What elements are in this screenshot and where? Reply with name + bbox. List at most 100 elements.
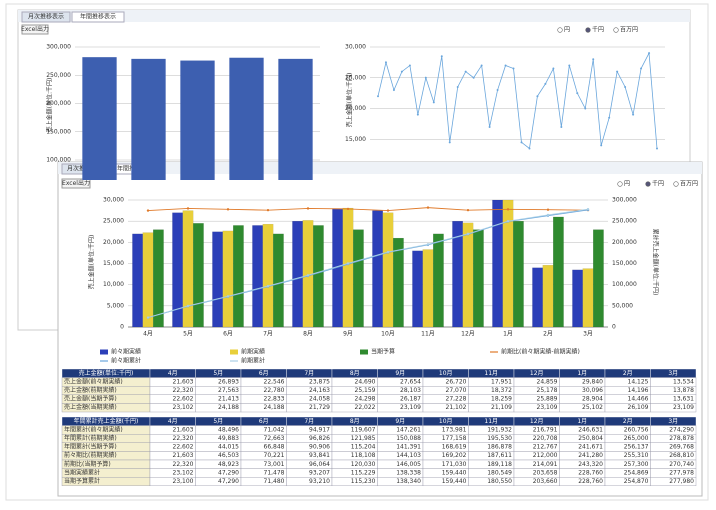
table-cell-text: 255,310 — [624, 452, 649, 459]
button-label[interactable]: Excel出力 — [21, 25, 49, 33]
radio-label[interactable]: 百万円 — [620, 27, 638, 34]
x-tick-label: 9月 — [343, 331, 353, 338]
table-cell-text: 96,826 — [309, 435, 330, 442]
radio-label[interactable]: 千円 — [652, 180, 664, 188]
radio[interactable] — [617, 181, 623, 187]
radio-label[interactable]: 円 — [564, 27, 570, 34]
point — [544, 82, 547, 85]
point — [424, 76, 427, 79]
legend-swatch — [360, 349, 368, 355]
point — [584, 107, 587, 110]
table-cell-text: 当期実績累計 — [64, 468, 100, 476]
table-cell-text: 24,058 — [309, 396, 330, 403]
radio-label[interactable]: 円 — [624, 181, 630, 188]
table-header: 売上金額(単位:千円) — [79, 369, 134, 377]
x-tick-label: 3月 — [583, 331, 593, 338]
table-cell-text: 115,229 — [351, 469, 376, 476]
point — [186, 207, 190, 210]
table-header: 6月 — [259, 370, 269, 377]
table-cell-text: 当期予算累計 — [64, 477, 100, 485]
point — [466, 232, 470, 236]
x-tick-label: 7月 — [263, 331, 273, 338]
table-cell-text: 44,015 — [218, 444, 239, 451]
bar — [278, 58, 313, 180]
table-cell-text: 144,103 — [396, 452, 421, 459]
x-tick-label: 10月 — [381, 331, 395, 338]
y-tick-label: 50,000 — [612, 302, 633, 309]
table-cell-text: 27,563 — [218, 387, 239, 394]
bar — [412, 250, 423, 328]
table-cell-text: 26,893 — [218, 378, 239, 385]
table-cell-text: 270,740 — [669, 461, 694, 468]
radio[interactable] — [613, 27, 619, 33]
radio-label[interactable]: 百万円 — [680, 181, 698, 188]
table-cell-text: 13,631 — [673, 396, 694, 403]
table-cell-text: 256,137 — [624, 444, 649, 451]
point — [528, 147, 531, 150]
table-cell-text: 23,875 — [309, 378, 330, 385]
point — [306, 274, 310, 277]
table-cell-text: 23,102 — [173, 404, 194, 411]
point — [496, 89, 499, 92]
point — [266, 284, 270, 288]
y-tick-label: 100,000 — [612, 281, 637, 288]
table-header: 11月 — [484, 418, 498, 425]
table-cell-text: 173,981 — [442, 426, 467, 433]
table-cell-text: 48,496 — [218, 426, 239, 433]
table-cell-text: 21,729 — [309, 404, 330, 411]
table-header: 年間累計売上金額(千円) — [74, 417, 139, 425]
table-cell-text: 28,904 — [582, 396, 603, 403]
table-cell-text: 18,372 — [491, 387, 512, 394]
radio[interactable] — [557, 27, 563, 33]
table-cell-text: 212,000 — [533, 452, 558, 459]
table-cell-text: 203,658 — [533, 469, 558, 476]
table-cell-text: 21,102 — [446, 404, 467, 411]
y-tick-label: 30,000 — [103, 197, 124, 204]
line — [377, 51, 658, 150]
radio[interactable] — [645, 181, 651, 187]
point — [624, 85, 627, 88]
y-tick-label: 250,000 — [612, 218, 637, 225]
legend-swatch — [230, 349, 238, 355]
table-cell-text: 180,550 — [487, 478, 512, 485]
table-header: 3月 — [668, 370, 678, 377]
table-cell-text: 241,671 — [578, 444, 603, 451]
table-header: 4月 — [168, 370, 178, 377]
radio-label[interactable]: 千円 — [592, 26, 604, 34]
tab[interactable] — [21, 11, 71, 23]
point — [186, 304, 190, 308]
bar — [492, 199, 503, 328]
table-cell-text: 13,878 — [673, 387, 694, 394]
table-cell-text: 274,290 — [669, 426, 694, 433]
point — [440, 55, 443, 58]
tab-label[interactable]: 月次推移表示 — [28, 13, 64, 21]
point — [592, 58, 595, 61]
table-cell-text: 24,188 — [218, 404, 239, 411]
bar — [262, 223, 274, 328]
table-header: 12月 — [530, 370, 544, 377]
point — [377, 95, 379, 98]
tab[interactable] — [71, 11, 125, 23]
y-tick-label: 25,000 — [103, 218, 124, 225]
table-cell-text: 17,951 — [491, 378, 512, 385]
legend-label: 前期累計 — [241, 357, 265, 365]
table-cell-text: 246,631 — [578, 426, 603, 433]
button-label[interactable]: Excel出力 — [62, 179, 90, 187]
back-tabbar — [18, 10, 690, 22]
point — [266, 208, 270, 212]
table-cell-text: 29,840 — [582, 378, 603, 385]
point — [546, 208, 550, 211]
radio[interactable] — [673, 181, 679, 187]
table-header: 9月 — [395, 370, 405, 377]
point — [608, 116, 611, 119]
table-cell-text: 119,607 — [351, 426, 376, 433]
legend-label: 当期予算 — [371, 348, 395, 356]
button[interactable] — [61, 178, 91, 189]
table-cell-text: 27,654 — [400, 378, 421, 385]
tab-label[interactable]: 年間推移表示 — [80, 13, 116, 21]
table-cell-text: 22,780 — [264, 387, 285, 394]
button[interactable] — [21, 24, 49, 35]
radio[interactable] — [585, 27, 591, 33]
table-cell-text: 年間累計(前々期実績) — [64, 425, 123, 433]
table-cell-text: 186,878 — [487, 444, 512, 451]
